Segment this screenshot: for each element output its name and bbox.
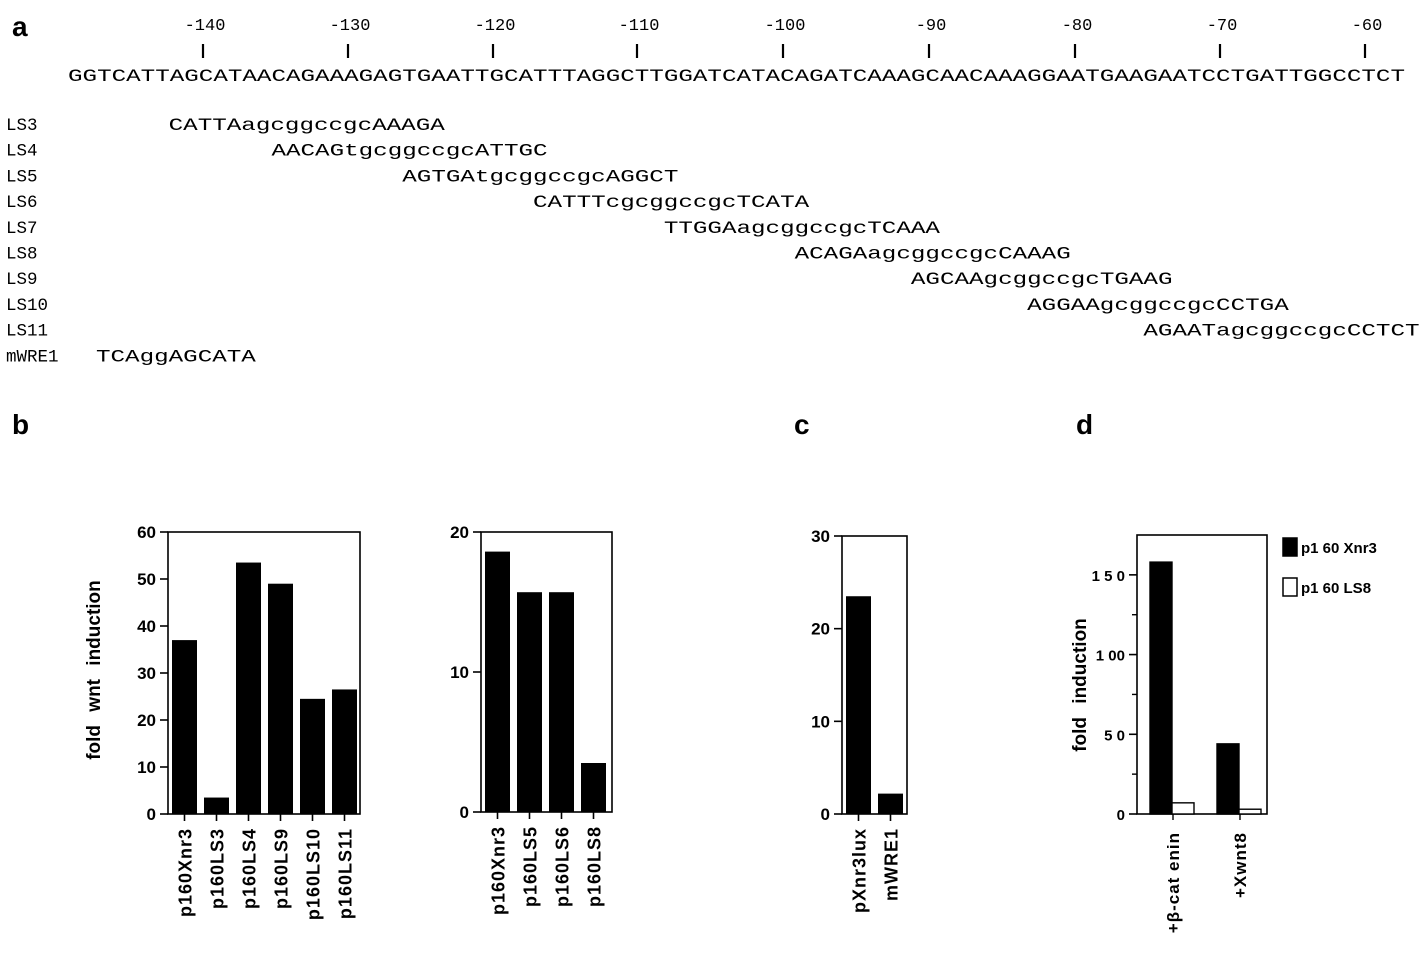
category-label: +β-cat enin — [1164, 832, 1183, 933]
y-tick-label: 50 — [137, 570, 156, 589]
y-tick-label: 5 0 — [1104, 727, 1125, 744]
position-label: -60 — [1352, 17, 1383, 36]
chart-b-left: 0 10 20 30 40 50 60 fold wnt induction p160Xnr3 p… — [84, 523, 361, 920]
mutant-name: LS4 — [6, 142, 38, 162]
y-tick-label: 10 — [137, 758, 156, 777]
category-label: p160LS11 — [336, 828, 356, 919]
position-label: -100 — [765, 17, 806, 36]
legend-label: p1 60 LS8 — [1301, 580, 1371, 597]
y-tick-label: 0 — [821, 805, 830, 824]
y-tick-label: 20 — [450, 523, 469, 542]
mutant-sequence: CATTAagcggccgcAAAGA — [169, 116, 446, 136]
y-tick-label: 0 — [460, 803, 469, 822]
category-label: p160LS8 — [585, 826, 605, 907]
position-label: -120 — [475, 17, 516, 36]
bar — [268, 583, 293, 814]
mutant-name: mWRE1 — [6, 347, 59, 367]
bar — [236, 562, 261, 814]
y-tick-label: 40 — [137, 617, 156, 636]
panel-label-a: a — [12, 11, 28, 42]
bar-xnr3 — [1216, 743, 1240, 815]
mutant-name: LS5 — [6, 167, 38, 187]
legend-label: p1 60 Xnr3 — [1301, 540, 1377, 557]
chart-d: 0 5 0 1 00 1 5 0 fold induction +β-cat enin +X… — [1070, 534, 1268, 933]
mutant-sequence: TCAggAGCATA — [96, 347, 257, 367]
mutant-name: LS6 — [6, 193, 38, 213]
plot-frame — [841, 535, 908, 815]
y-tick-label: 20 — [137, 711, 156, 730]
mutant-sequence: CATTTcgcggccgcTCATA — [533, 193, 810, 213]
y-axis-label: fold induction — [1070, 618, 1091, 752]
category-label: pXnr3lux — [850, 828, 870, 913]
category-label: p160LS10 — [304, 828, 324, 920]
category-label: p160LS9 — [272, 828, 292, 909]
position-label: -140 — [185, 17, 226, 36]
bar-xnr3 — [1149, 561, 1173, 815]
position-label: -130 — [330, 17, 371, 36]
mutant-sequence: AACAGtgcggccgcATTGC — [271, 142, 547, 162]
bar — [300, 698, 325, 814]
bar — [517, 592, 542, 812]
y-tick-label: 10 — [811, 712, 830, 731]
mutant-name: LS9 — [6, 270, 38, 290]
plot-frame — [1136, 534, 1268, 815]
wild-type-sequence: GGTCATTAGCATAACAGAAAGAGTGAATTGCATTTAGGCT… — [68, 67, 1405, 87]
y-tick-label: 0 — [147, 805, 156, 824]
mutant-sequence: AGTGAtgcggccgcAGGCT — [402, 167, 678, 187]
category-label: p160LS6 — [553, 826, 573, 907]
bar — [172, 640, 197, 814]
category-label: p160LS4 — [240, 828, 260, 909]
mutant-name: LS8 — [6, 245, 38, 265]
mutant-sequence: TTGGAagcggccgcTCAAA — [664, 219, 941, 239]
mutant-sequence: AGGAAgcggccgcCCTGA — [1027, 296, 1289, 316]
mutant-name: LS11 — [6, 322, 48, 342]
category-label: p160LS5 — [521, 826, 541, 907]
y-tick-label: 60 — [137, 523, 156, 542]
position-label: -110 — [619, 17, 660, 36]
mutant-sequence: AGCAAgcggccgcTGAAG — [911, 270, 1173, 290]
bar — [846, 596, 871, 814]
panel-label-c: c — [794, 409, 810, 440]
mutant-sequence: AGAATagcggccgcCCTCT — [1143, 322, 1419, 342]
position-label: -70 — [1207, 17, 1238, 36]
legend-d: p1 60 Xnr3 p1 60 LS8 — [1282, 537, 1377, 597]
y-tick-label: 10 — [450, 663, 469, 682]
y-tick-label: 30 — [811, 527, 830, 546]
position-label: -80 — [1062, 17, 1093, 36]
category-label: p160LS3 — [208, 828, 228, 909]
category-label: p160Xnr3 — [489, 826, 509, 915]
bar — [485, 551, 510, 812]
y-tick-label: 1 5 0 — [1092, 568, 1125, 585]
y-tick-label: 1 00 — [1096, 648, 1125, 665]
mutant-name: LS7 — [6, 219, 38, 239]
bar — [549, 592, 574, 812]
y-tick-label: 20 — [811, 620, 830, 639]
panel-label-b: b — [12, 409, 29, 440]
bar-ls8 — [1238, 808, 1262, 815]
category-label: p160Xnr3 — [176, 828, 196, 917]
mutant-sequence: ACAGAagcggccgcCAAAG — [795, 245, 1071, 265]
category-label: +Xwnt8 — [1231, 832, 1250, 898]
bar-ls8 — [1171, 802, 1195, 815]
panel-label-d: d — [1076, 409, 1093, 440]
bar — [332, 689, 357, 814]
bar — [878, 793, 903, 814]
bar — [581, 763, 606, 812]
position-label: -90 — [916, 17, 947, 36]
sequence-panel: -140 -130 -120 -110 -100 -90 -80 -70 -60 GGTCATTA… — [6, 17, 1420, 367]
y-tick-label: 30 — [137, 664, 156, 683]
bar — [204, 797, 229, 814]
category-label: mWRE1 — [882, 828, 902, 901]
y-axis-label: fold wnt induction — [84, 580, 105, 760]
chart-c: 0 10 20 30 pXnr3lux mWRE1 — [811, 527, 908, 913]
y-tick-label: 0 — [1117, 807, 1125, 824]
mutant-name: LS3 — [6, 116, 38, 136]
chart-b-right: 0 10 20 p160Xnr3 p160LS5 p160LS6 p160LS8 — [450, 523, 613, 915]
mutant-name: LS10 — [6, 296, 48, 316]
legend-swatch — [1282, 577, 1298, 597]
legend-swatch — [1282, 537, 1298, 557]
